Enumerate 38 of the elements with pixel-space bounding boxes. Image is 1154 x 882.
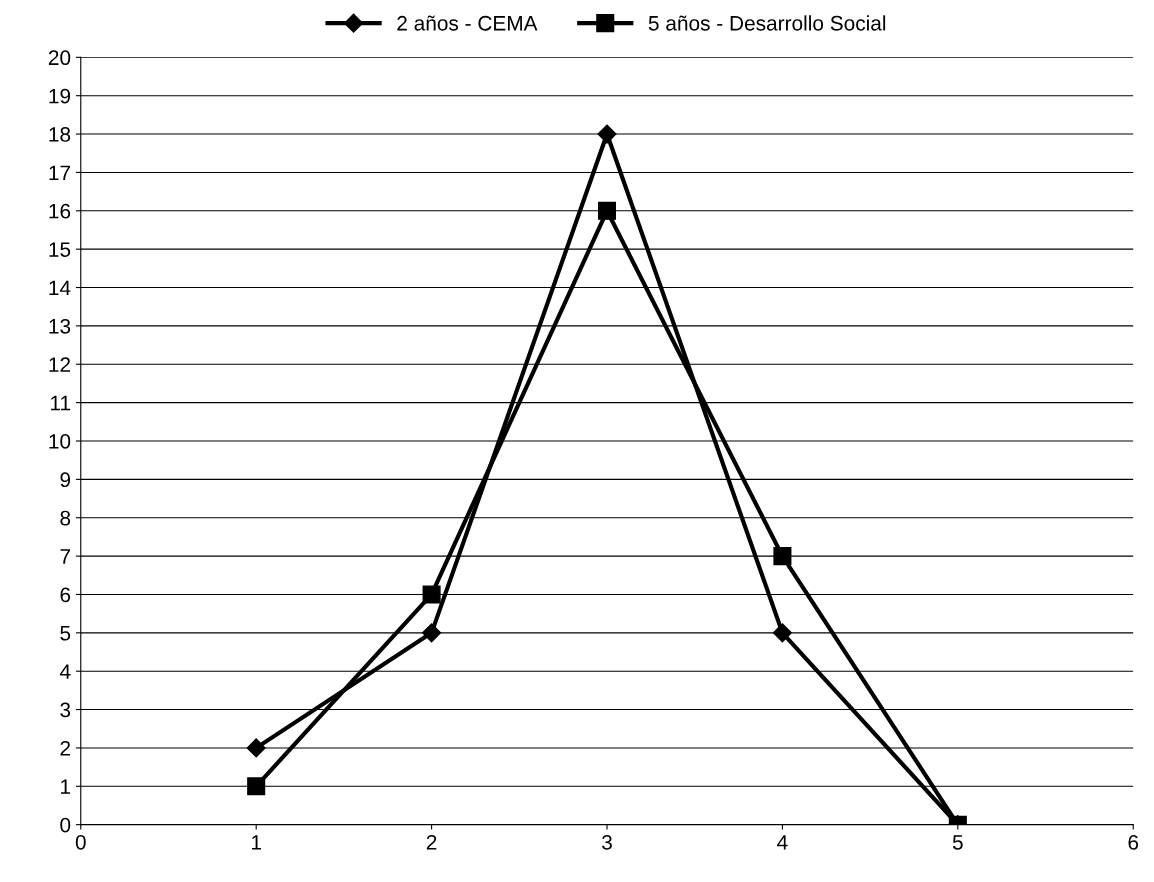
y-tick-label: 20 [48,50,71,66]
y-tick-label: 7 [60,549,71,564]
y-tick-label: 19 [49,88,71,104]
legend-label: 5 años - Desarrollo Social [648,15,886,31]
x-tick-label: 6 [1128,834,1139,850]
point [246,738,266,758]
legend-label: 2 años - CEMA [397,15,538,31]
y-tick-label: 15 [49,242,71,257]
y-tick-label: 14 [49,280,71,296]
y-tick-label: 6 [60,587,71,603]
y-tick-label: 5 [60,626,71,641]
y-tick-label: 4 [59,664,71,679]
y-tick-label: 1 [61,779,71,794]
y-tick-label: 2 [60,740,71,756]
y-tick-label: 13 [49,318,71,334]
y-tick-label: 10 [49,434,71,449]
point [422,585,441,604]
x-tick-label: 0 [75,834,86,850]
point [597,201,617,220]
y-tick-label: 9 [60,472,71,488]
y-tick-label: 12 [49,357,71,372]
y-tick-label: 3 [60,702,71,718]
x-tick-label: 2 [426,834,437,850]
point [247,777,266,796]
x-tick-label: 4 [777,835,788,850]
y-tick-label: 0 [60,817,71,833]
y-tick-label: 16 [49,203,71,219]
point [772,623,792,643]
y-tick-label: 18 [49,127,71,142]
y-tick-label: 11 [51,395,71,411]
y-tick-label: 17 [49,165,71,180]
point [773,547,792,566]
point [422,623,442,643]
y-tick-label: 8 [60,510,71,526]
x-tick-label: 3 [602,834,612,850]
x-tick-label: 1 [251,835,261,850]
point [597,124,617,144]
x-tick-label: 5 [952,835,963,850]
